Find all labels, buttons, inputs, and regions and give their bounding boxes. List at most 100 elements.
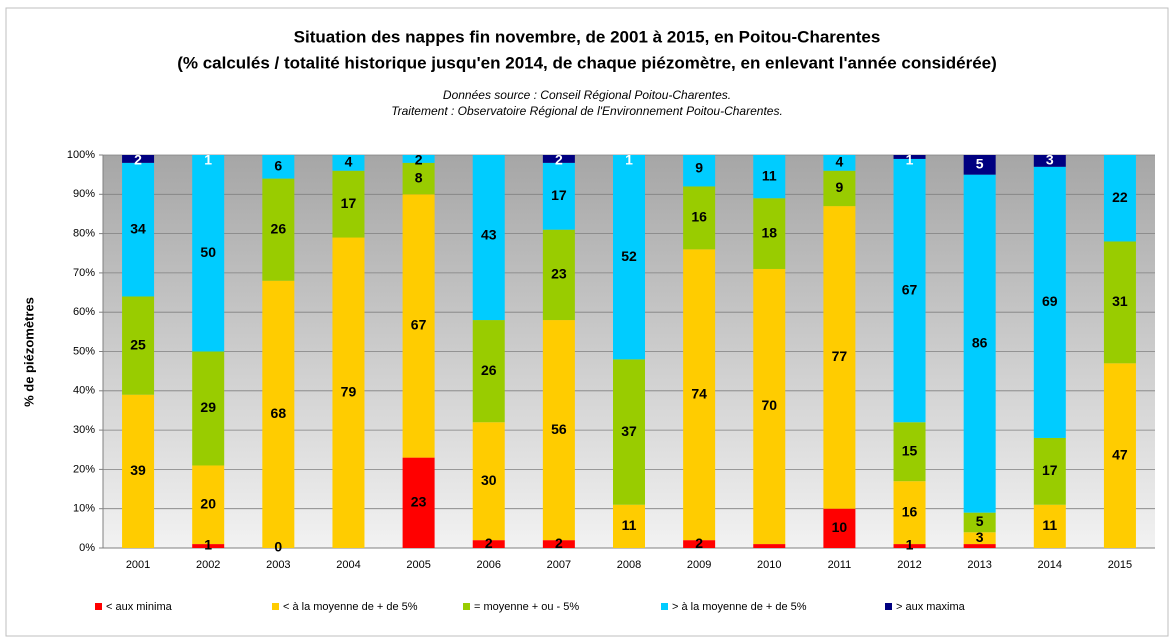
data-label: 1 <box>204 537 212 553</box>
bar-segment <box>963 544 996 548</box>
data-label: 9 <box>836 179 844 195</box>
data-label: 1 <box>906 152 914 168</box>
data-label: 23 <box>411 494 427 510</box>
data-label: 16 <box>691 209 707 225</box>
y-tick-label: 40% <box>73 385 95 397</box>
data-label: 3 <box>976 529 984 545</box>
data-label: 67 <box>902 281 918 297</box>
bar-segment <box>683 249 716 541</box>
bar-segment <box>192 351 225 466</box>
bar-segment <box>542 229 575 321</box>
data-label: 1 <box>906 537 914 553</box>
data-label: 29 <box>200 399 216 415</box>
source: Traitement : Observatoire Régional de l'… <box>391 104 783 118</box>
data-label: 8 <box>415 169 423 185</box>
y-tick-label: 50% <box>73 345 95 357</box>
data-label: 17 <box>551 187 567 203</box>
data-label: 20 <box>200 495 216 511</box>
legend-swatch <box>272 603 279 610</box>
data-label: 2 <box>415 152 423 168</box>
bar-segment <box>963 155 996 175</box>
x-tick-label: 2015 <box>1108 559 1132 571</box>
data-label: 5 <box>976 156 984 172</box>
data-label: 2 <box>695 535 703 551</box>
x-tick-label: 2003 <box>266 559 290 571</box>
x-tick-label: 2006 <box>476 559 500 571</box>
bar-segment <box>472 422 505 541</box>
data-label: 18 <box>761 224 777 240</box>
y-tick-label: 10% <box>73 503 95 515</box>
bar-segment <box>472 540 505 548</box>
legend-label: > aux maxima <box>896 601 966 613</box>
bar-segment <box>192 465 225 545</box>
x-tick-label: 2011 <box>828 559 852 571</box>
bar-segment <box>963 512 996 533</box>
bar-segment <box>823 155 856 171</box>
bar-segment <box>402 162 435 195</box>
y-tick-label: 60% <box>73 306 95 318</box>
legend-swatch <box>885 603 892 610</box>
data-label: 11 <box>762 167 777 183</box>
y-tick-label: 80% <box>73 228 95 240</box>
data-label: 4 <box>836 154 844 170</box>
data-label: 47 <box>1112 446 1128 462</box>
data-label: 2 <box>485 535 493 551</box>
bar-segment <box>613 155 645 360</box>
data-label: 11 <box>622 517 637 533</box>
data-label: 2 <box>555 152 563 168</box>
data-label: 15 <box>902 442 918 458</box>
bar-segment <box>332 170 365 238</box>
y-tick-label: 20% <box>73 463 95 475</box>
data-label: 0 <box>274 539 282 555</box>
x-tick-label: 2007 <box>547 559 571 571</box>
y-tick-label: 30% <box>73 424 95 436</box>
y-tick-label: 70% <box>73 267 95 279</box>
data-label: 25 <box>130 336 146 352</box>
bar-segment <box>192 155 225 352</box>
data-label: 9 <box>695 159 703 175</box>
bar-segment <box>1033 166 1066 438</box>
y-tick-label: 90% <box>73 188 95 200</box>
legend-label: = moyenne + ou - 5% <box>474 601 579 613</box>
bar-segment <box>963 174 996 513</box>
y-axis-label: % de piézomètres <box>21 297 36 407</box>
bar-segment <box>963 532 996 545</box>
data-label: 69 <box>1042 293 1058 309</box>
data-label: 10 <box>832 519 848 535</box>
data-label: 5 <box>976 513 984 529</box>
data-label: 2 <box>555 535 563 551</box>
data-label: 30 <box>481 472 497 488</box>
data-label: 70 <box>761 397 777 413</box>
bar-segment <box>542 320 575 541</box>
x-tick-label: 2005 <box>406 559 430 571</box>
x-tick-label: 2010 <box>757 559 781 571</box>
bar-segment <box>542 162 575 230</box>
bar-segment <box>122 162 155 297</box>
bar-segment <box>262 280 295 548</box>
bar-segment <box>823 170 856 207</box>
bar-segment <box>683 186 716 250</box>
x-tick-label: 2002 <box>196 559 220 571</box>
bar-segment <box>1033 504 1066 548</box>
data-label: 39 <box>130 462 146 478</box>
data-label: 4 <box>345 154 353 170</box>
data-label: 74 <box>691 385 707 401</box>
data-label: 34 <box>130 220 146 236</box>
data-label: 52 <box>621 248 637 264</box>
bar-segment <box>893 158 926 423</box>
bar-segment <box>332 155 365 171</box>
bar-segment <box>122 296 155 395</box>
bar-segment <box>893 155 926 159</box>
bar-segment <box>1103 363 1136 548</box>
data-label: 67 <box>411 317 427 333</box>
y-tick-label: 100% <box>67 149 95 161</box>
bar-segment <box>893 481 926 545</box>
data-label: 16 <box>902 503 918 519</box>
data-label: 3 <box>1046 152 1054 168</box>
bar-segment <box>823 508 856 548</box>
data-label: 22 <box>1112 189 1128 205</box>
bar-segment <box>1103 155 1136 242</box>
bar-segment <box>613 359 645 505</box>
data-label: 2 <box>134 152 142 168</box>
